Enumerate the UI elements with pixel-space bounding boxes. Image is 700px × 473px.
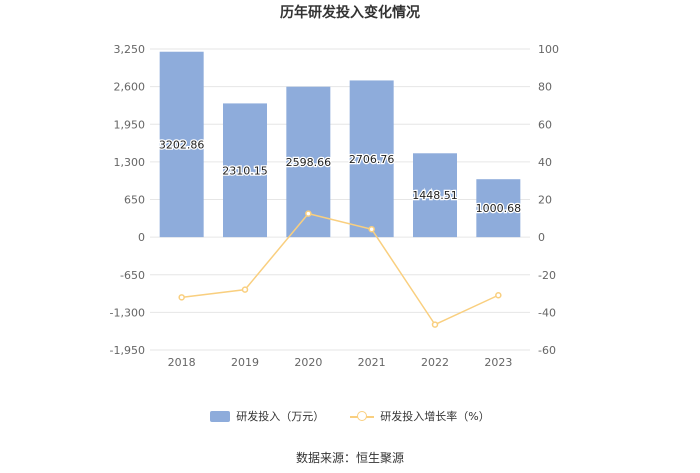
left-tick-label: 0 (138, 231, 145, 244)
bar (476, 179, 521, 238)
chart-title: 历年研发投入变化情况 (280, 5, 420, 21)
growth-line (178, 210, 502, 328)
legend: 研发投入（万元） 研发投入增长率（%） (0, 408, 700, 424)
legend-item-line[interactable]: 研发投入增长率（%） (350, 408, 490, 424)
left-axis-ticks: 3,250 2,600 1,950 1,300 650 0 -650 -1,300 -1,950 (110, 43, 145, 357)
growth-polyline (181, 212, 499, 326)
legend-bar-swatch (210, 410, 231, 422)
x-tick-label: 2020 (294, 356, 322, 369)
bar-value-label: 1000.68 (476, 202, 522, 215)
x-tick-label: 2018 (168, 356, 196, 369)
bar (413, 153, 457, 238)
bar-value-label: 2310.15 (222, 164, 268, 177)
left-tick-label: -650 (120, 269, 145, 282)
right-tick-label: -20 (538, 269, 556, 282)
right-tick-label: 80 (538, 81, 552, 94)
x-axis-ticks: 2018 2019 2020 2021 2022 2023 (168, 356, 513, 369)
right-tick-label: 40 (538, 156, 552, 169)
left-tick-label: 2,600 (114, 81, 146, 94)
bar (223, 103, 267, 238)
growth-point (431, 321, 439, 328)
x-tick-label: 2022 (421, 356, 449, 369)
bar-value-label: 1448.51 (412, 189, 458, 202)
legend-line-swatch (350, 410, 375, 422)
x-tick-label: 2019 (231, 356, 259, 369)
x-tick-label: 2021 (358, 356, 386, 369)
right-tick-label: 20 (538, 194, 552, 207)
data-source: 数据来源：恒生聚源 (295, 451, 404, 465)
right-tick-label: -40 (538, 306, 556, 319)
left-tick-label: 1,300 (114, 156, 146, 169)
grid-lines (150, 48, 530, 351)
legend-item-bar[interactable]: 研发投入（万元） (210, 408, 324, 424)
legend-bar-label: 研发投入（万元） (236, 410, 325, 423)
bar-value-label: 3202.86 (159, 138, 205, 151)
right-tick-label: -60 (538, 344, 556, 357)
left-tick-label: 3,250 (114, 43, 146, 56)
legend-line-label: 研发投入增长率（%） (380, 410, 490, 423)
bars (159, 51, 521, 238)
bar (349, 80, 394, 238)
right-tick-label: 0 (538, 231, 545, 244)
bar (159, 51, 204, 238)
growth-point (305, 210, 312, 217)
right-tick-label: 60 (538, 118, 552, 131)
growth-point (241, 286, 249, 293)
bar-value-label: 2706.76 (349, 153, 395, 166)
right-axis-ticks: 100 80 60 40 20 0 -20 -40 -60 (538, 43, 559, 357)
growth-point (178, 294, 185, 301)
x-tick-label: 2023 (484, 356, 512, 369)
left-tick-label: -1,300 (110, 306, 145, 319)
growth-point (495, 292, 502, 299)
growth-point (368, 225, 375, 233)
bar-labels: 3202.86 2310.15 2598.66 2706.76 1448.51 1000.… (158, 137, 523, 216)
left-tick-label: 1,950 (114, 118, 146, 131)
bar-value-label: 2598.66 (286, 156, 332, 169)
right-tick-label: 100 (538, 43, 559, 56)
chart-svg: 3,250 2,600 1,950 1,300 650 0 -650 -1,300 -1,950… (110, 43, 559, 369)
left-tick-label: 650 (124, 194, 145, 207)
left-tick-label: -1,950 (110, 344, 145, 357)
